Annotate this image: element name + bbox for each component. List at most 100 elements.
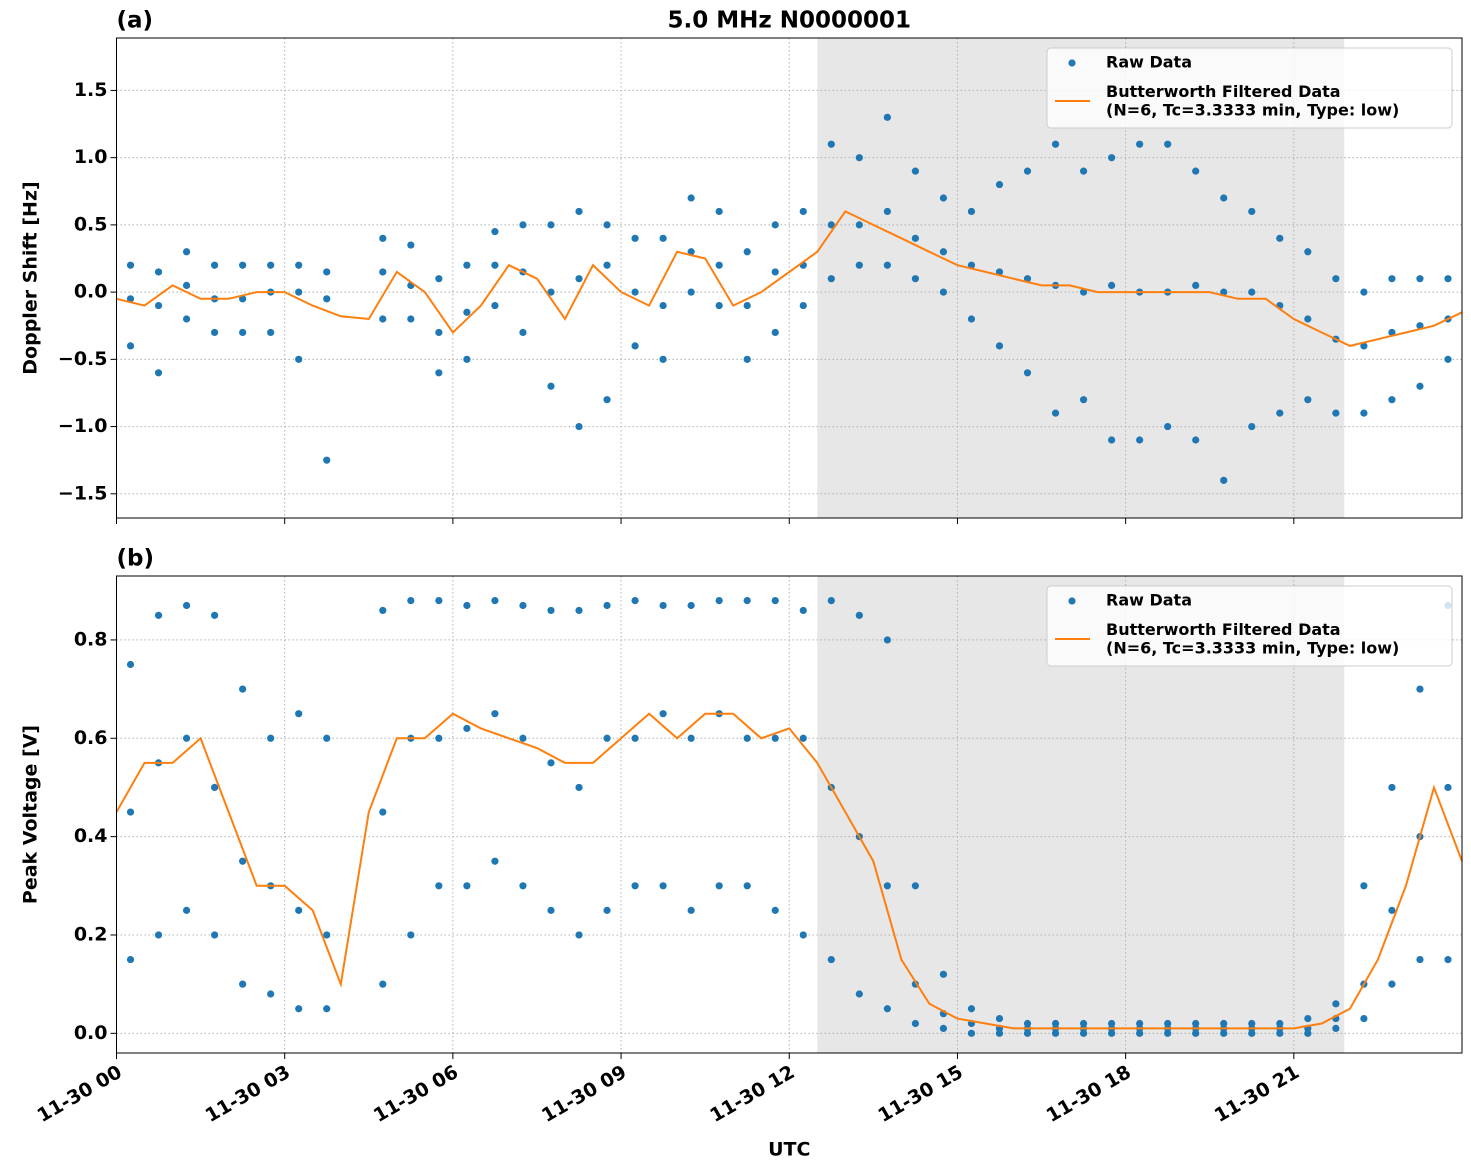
raw-point	[855, 611, 863, 619]
raw-point	[154, 369, 163, 377]
raw-point	[267, 734, 275, 742]
raw-point	[323, 268, 331, 276]
raw-point	[463, 601, 471, 610]
raw-point	[1136, 436, 1144, 444]
raw-point	[435, 882, 443, 890]
raw-point	[1416, 322, 1424, 330]
y-tick-label: 0.0	[74, 1022, 108, 1044]
raw-point	[407, 931, 415, 939]
raw-point	[771, 906, 779, 914]
raw-point	[575, 422, 583, 431]
raw-point	[267, 261, 275, 269]
raw-point	[154, 931, 163, 939]
raw-point	[1360, 288, 1368, 296]
x-tick-label: 11-30 12	[706, 1061, 798, 1127]
raw-point	[687, 734, 695, 742]
raw-point	[519, 734, 527, 742]
plot-frame	[116, 37, 1463, 519]
raw-point	[575, 606, 583, 615]
raw-point	[323, 1005, 331, 1013]
raw-point	[1360, 1014, 1368, 1023]
raw-point	[1108, 281, 1116, 289]
raw-point	[463, 308, 471, 316]
y-tick-label: 0.8	[74, 628, 108, 650]
raw-point	[323, 456, 331, 464]
raw-point	[239, 328, 247, 337]
raw-point	[1276, 234, 1284, 242]
raw-point	[379, 980, 387, 988]
x-tick-label: 11-30 06	[370, 1061, 462, 1127]
raw-point	[1388, 980, 1396, 988]
raw-point	[1416, 275, 1424, 283]
raw-point	[239, 295, 247, 303]
raw-point	[126, 955, 135, 964]
raw-point	[771, 596, 779, 605]
raw-point	[995, 342, 1004, 350]
y-tick-label: 1.0	[74, 146, 108, 168]
filtered-line	[116, 210, 1463, 347]
raw-point	[182, 281, 191, 289]
raw-point	[407, 315, 415, 323]
raw-point	[743, 882, 751, 890]
filtered-line	[115, 712, 1463, 1030]
raw-point	[743, 596, 751, 605]
y-tick-label: −1.0	[58, 415, 108, 437]
raw-point	[855, 261, 863, 269]
raw-point	[827, 140, 835, 148]
raw-point	[603, 396, 611, 404]
raw-point	[603, 734, 611, 742]
raw-point	[659, 601, 667, 610]
raw-point	[1079, 1029, 1088, 1037]
raw-point	[1220, 1029, 1228, 1037]
raw-point	[715, 207, 723, 216]
raw-point	[771, 734, 779, 742]
panel-label: (b)	[117, 546, 155, 572]
raw-point	[911, 275, 919, 283]
raw-point	[1360, 409, 1368, 417]
raw-point	[575, 207, 583, 216]
raw-point	[939, 248, 948, 256]
raw-point	[547, 288, 555, 296]
raw-point	[547, 606, 555, 615]
raw-point	[182, 315, 191, 323]
raw-point	[715, 301, 723, 310]
raw-point	[1023, 167, 1032, 175]
raw-point	[1192, 1029, 1200, 1037]
raw-point	[211, 611, 219, 619]
raw-point	[239, 857, 247, 865]
x-tick-label: 11-30 21	[1211, 1061, 1303, 1127]
raw-point	[967, 261, 976, 269]
raw-point	[967, 1029, 976, 1037]
raw-point	[827, 221, 835, 229]
legend-label: Butterworth Filtered Data (N=6, Tc=3.3333…	[1106, 82, 1399, 119]
raw-point	[715, 261, 723, 269]
raw-point	[295, 710, 303, 718]
raw-point	[659, 234, 667, 242]
raw-point	[1220, 476, 1228, 484]
raw-point	[182, 248, 191, 256]
raw-point	[379, 808, 387, 816]
raw-point	[1051, 140, 1060, 148]
raw-point	[463, 882, 471, 890]
plot-frame	[116, 575, 1463, 1054]
raw-point	[126, 342, 135, 350]
raw-point	[659, 301, 667, 310]
raw-point	[1388, 396, 1396, 404]
raw-point	[1023, 369, 1032, 377]
raw-point	[379, 606, 387, 615]
raw-point	[519, 328, 527, 337]
raw-point	[631, 342, 639, 350]
raw-point	[295, 288, 303, 296]
raw-point	[435, 275, 443, 283]
x-tick-label: 11-30 15	[874, 1061, 966, 1127]
raw-point	[547, 906, 555, 914]
raw-point	[182, 601, 191, 610]
raw-point	[1304, 248, 1312, 256]
raw-point	[827, 955, 835, 964]
raw-point	[239, 980, 247, 988]
x-tick-label: 11-30 03	[202, 1061, 294, 1127]
legend-label: Raw Data	[1106, 591, 1192, 610]
legend-marker	[1068, 597, 1076, 605]
raw-point	[883, 882, 891, 890]
